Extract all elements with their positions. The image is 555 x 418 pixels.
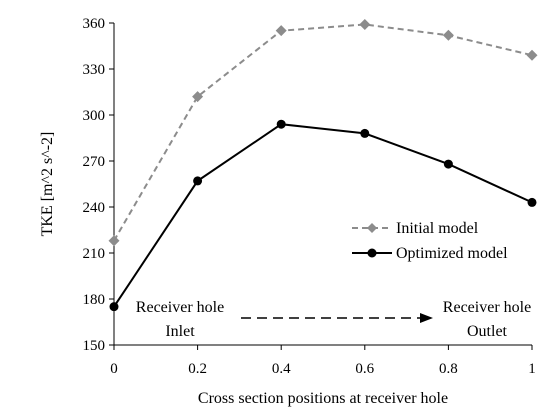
data-point-initial xyxy=(275,25,287,37)
annotation-inlet-line2: Inlet xyxy=(165,323,195,340)
x-tick-label: 0 xyxy=(110,361,118,377)
data-point-initial xyxy=(442,29,454,41)
y-tick-label: 330 xyxy=(83,62,106,78)
annotations: Receiver hole Inlet Receiver hole Outlet xyxy=(136,299,531,340)
data-point-optimized xyxy=(109,302,119,312)
y-tick-label: 150 xyxy=(83,338,106,354)
data-point-initial xyxy=(108,235,120,247)
data-point-optimized xyxy=(527,197,537,207)
x-axis-title: Cross section positions at receiver hole xyxy=(198,390,448,407)
x-tick-label: 0.6 xyxy=(355,361,374,377)
data-point-optimized xyxy=(193,176,203,186)
y-ticks: 150 180 210 240 270 300 330 360 xyxy=(83,16,114,354)
annotation-outlet-line2: Outlet xyxy=(467,323,508,340)
annotation-outlet-line1: Receiver hole xyxy=(443,299,531,316)
legend-label-initial: Initial model xyxy=(396,220,479,237)
data-point-initial xyxy=(192,91,204,103)
y-tick-label: 270 xyxy=(83,154,106,170)
x-tick-label: 0.2 xyxy=(188,361,207,377)
data-point-initial xyxy=(526,49,538,61)
legend-marker-optimized xyxy=(367,248,377,258)
y-tick-label: 360 xyxy=(83,16,106,32)
data-point-optimized xyxy=(360,128,370,138)
x-tick-label: 1 xyxy=(528,361,536,377)
annotation-arrow-head xyxy=(420,313,433,323)
y-axis-title: TKE [m^2 s^-2] xyxy=(39,132,56,237)
data-point-initial xyxy=(359,19,371,31)
series-line-optimized xyxy=(113,123,533,308)
axes xyxy=(113,23,532,346)
series-layer xyxy=(108,19,538,312)
x-tick-label: 0.8 xyxy=(439,361,458,377)
annotation-inlet-line1: Receiver hole xyxy=(136,299,224,316)
legend-marker-initial xyxy=(367,223,377,233)
y-tick-label: 300 xyxy=(83,108,106,124)
data-point-optimized xyxy=(276,119,286,129)
series-line-initial xyxy=(113,23,533,242)
legend-label-optimized: Optimized model xyxy=(396,245,508,262)
data-point-optimized xyxy=(443,159,453,169)
legend-item-optimized: Optimized model xyxy=(352,245,508,262)
y-tick-label: 210 xyxy=(83,246,106,262)
legend: Initial model Optimized model xyxy=(352,220,508,262)
legend-item-initial: Initial model xyxy=(352,220,479,237)
y-tick-label: 240 xyxy=(83,200,106,216)
x-ticks: 0 0.2 0.4 0.6 0.8 1 xyxy=(110,345,536,377)
y-tick-label: 180 xyxy=(83,292,106,308)
x-tick-label: 0.4 xyxy=(272,361,291,377)
